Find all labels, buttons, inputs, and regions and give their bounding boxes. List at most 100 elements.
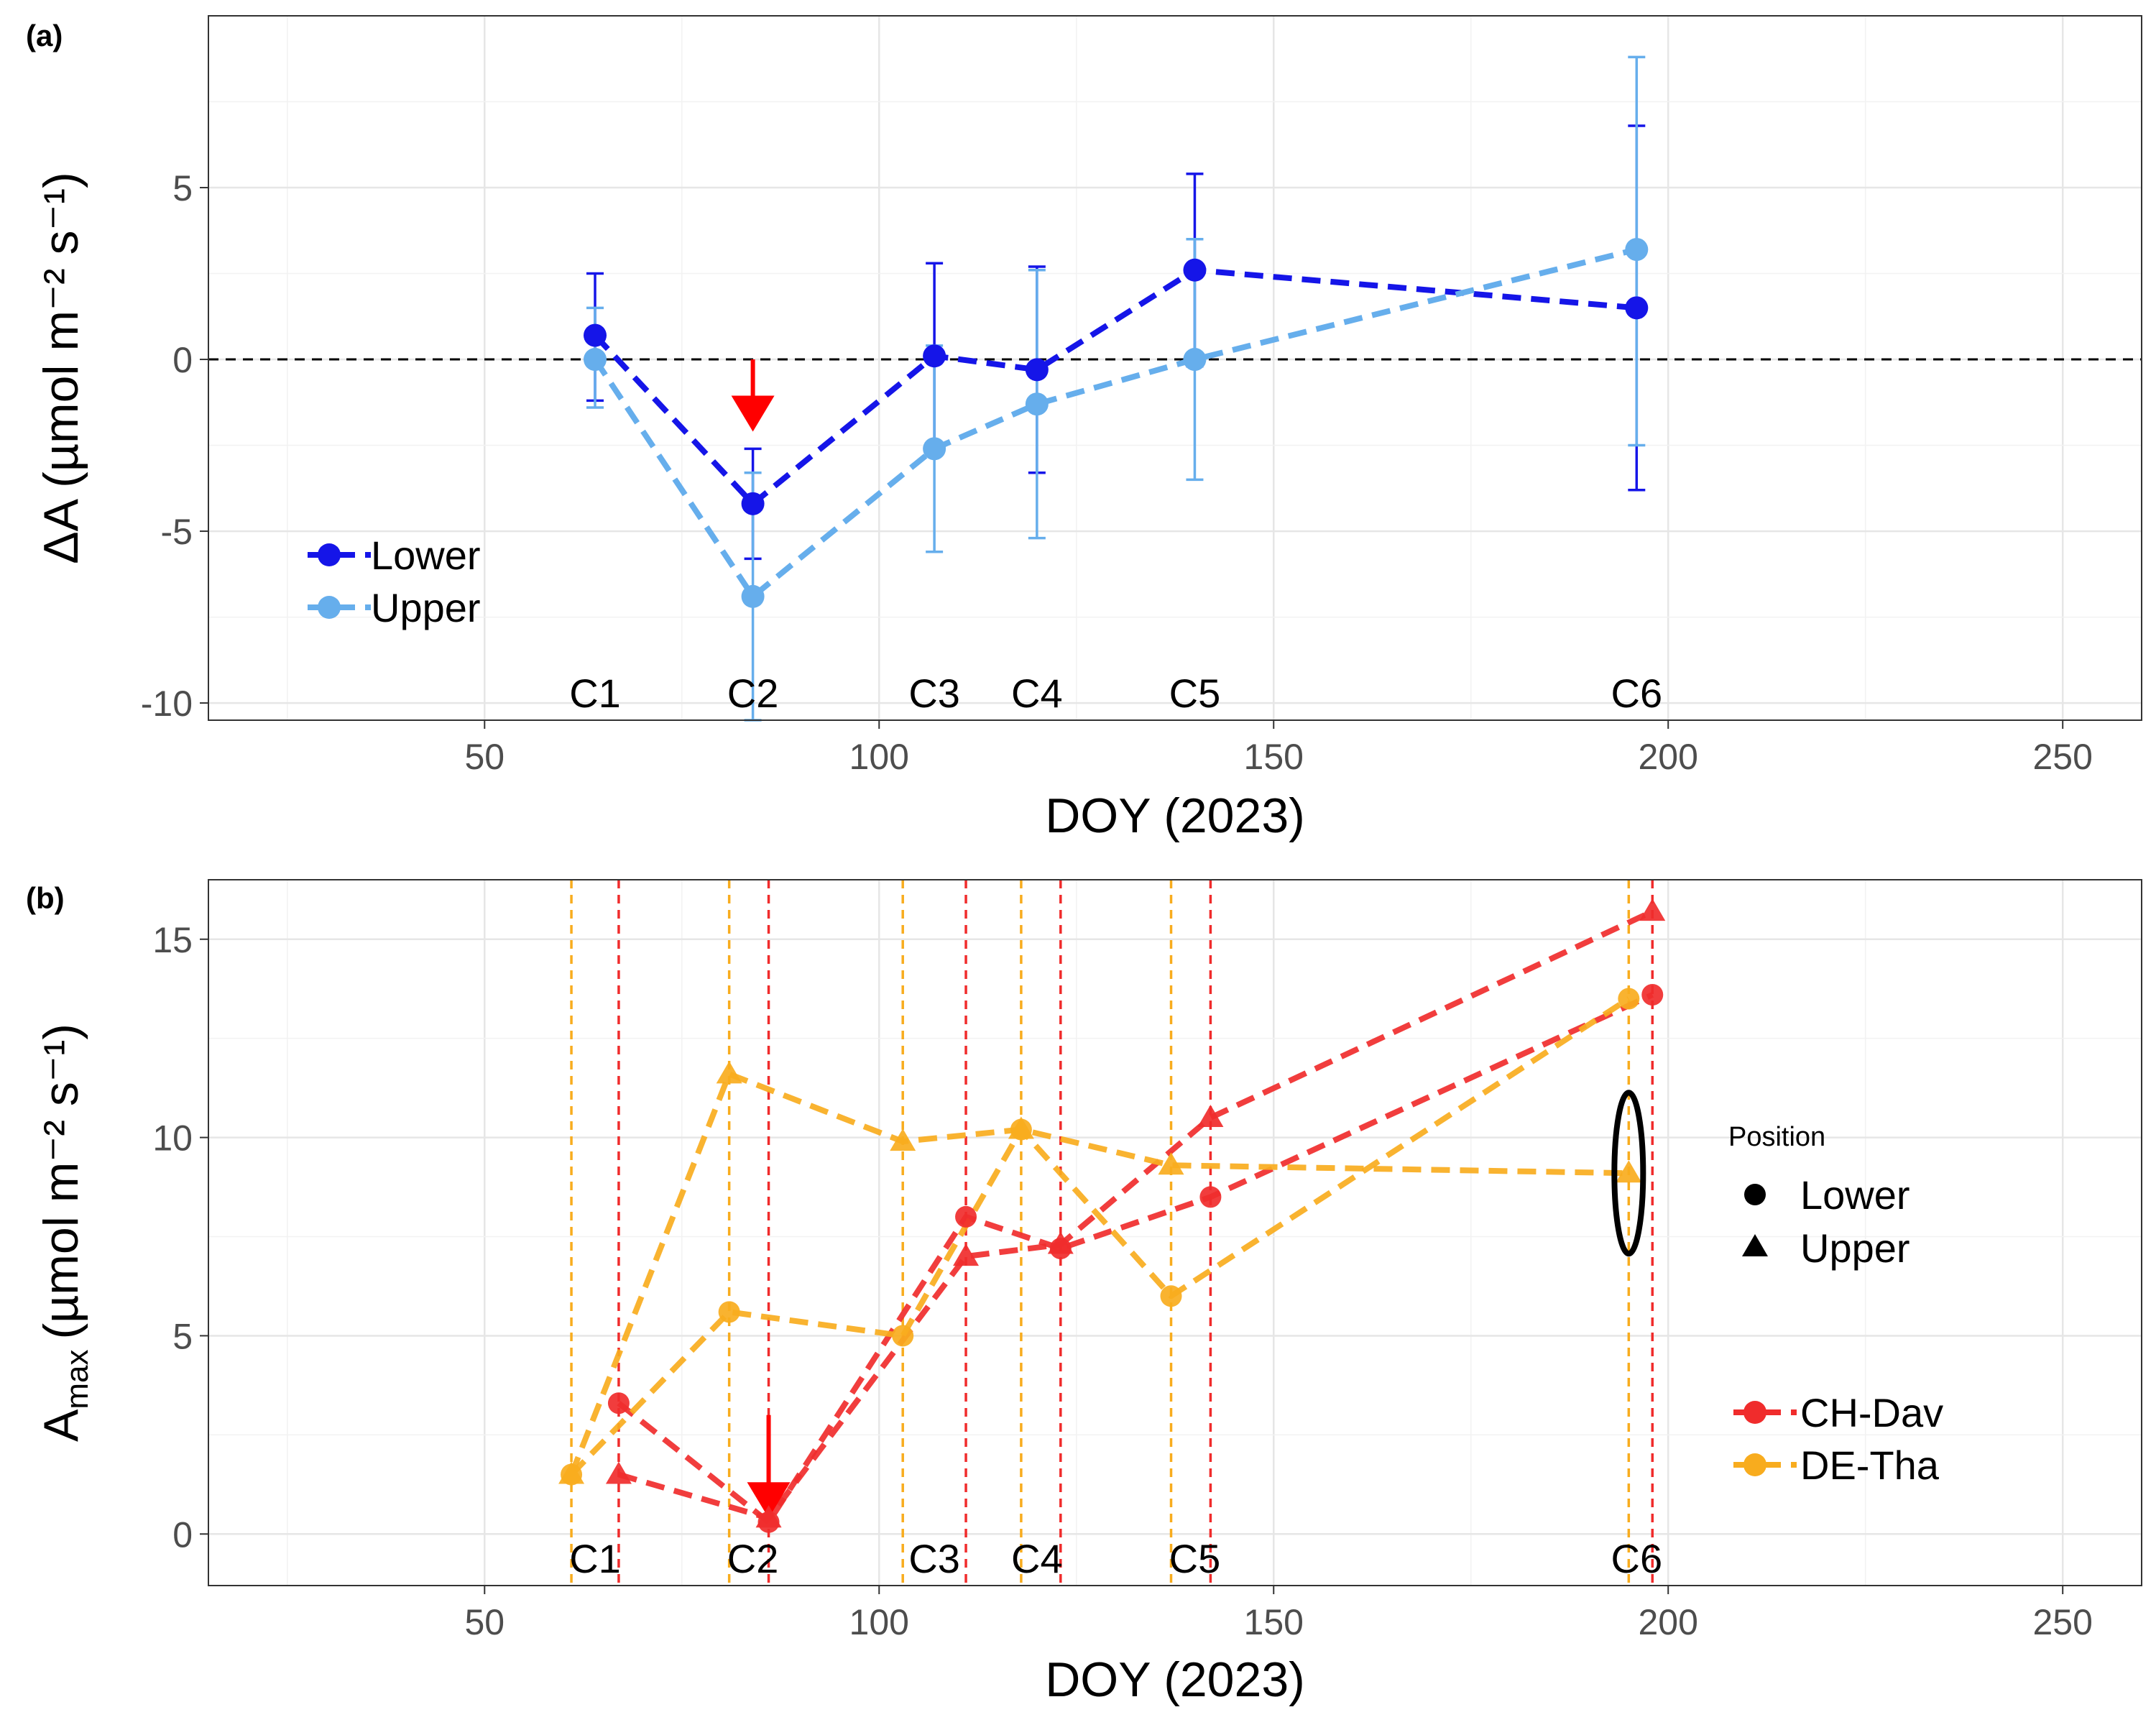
panel-a-campaign-label: C3	[908, 671, 960, 716]
panel-b-y-axis-label: Amax (µmol m⁻² s⁻¹)	[34, 1024, 95, 1442]
point-upper	[923, 437, 946, 461]
panel-a-x-tick-label: 250	[2032, 737, 2092, 777]
panel-b-campaign-label: C6	[1611, 1536, 1663, 1581]
point-de-tha-upper	[1616, 1160, 1642, 1183]
panel-a-x-tick-label: 50	[464, 737, 505, 777]
panel-b-y-tick-label: 5	[172, 1316, 193, 1356]
panel-b-x-tick-label: 150	[1244, 1602, 1304, 1642]
panel-b-border	[208, 879, 2142, 1586]
panel-b-campaign-label: C4	[1011, 1536, 1063, 1581]
panel-a-campaign-label: C5	[1169, 671, 1221, 716]
highlight-ellipse	[1611, 1090, 1646, 1257]
panel-b-x-axis-label: DOY (2023)	[1045, 1652, 1305, 1707]
point-ch-dav-lower	[1199, 1186, 1222, 1208]
panel-b-campaign-label: C2	[727, 1536, 779, 1581]
point-de-tha-upper	[1158, 1152, 1184, 1175]
legend-label-de-tha: DE-Tha	[1800, 1443, 1940, 1488]
panel-a-y-tick-label: 5	[172, 168, 193, 208]
panel-a-points	[584, 238, 1649, 608]
y-label-main: A	[34, 1409, 88, 1442]
panel-b-x-tick-label: 200	[1639, 1602, 1698, 1642]
y-label-sub: max	[60, 1350, 95, 1409]
legend-shape-lower	[1744, 1184, 1766, 1205]
panel-b-position-legend: Position Lower Upper	[1728, 1122, 1910, 1271]
panel-a-ticks: 50 100 150 200 250 -10 -5 0 5	[141, 168, 2093, 777]
panel-a-campaign-label: C4	[1011, 671, 1063, 716]
panel-a-legend: Lower Upper	[308, 533, 481, 630]
panel-b-site-legend: CH-Dav DE-Tha	[1733, 1390, 1943, 1488]
panel-b-campaign-label: C3	[908, 1536, 960, 1581]
point-de-tha-lower	[892, 1325, 914, 1347]
point-lower	[923, 344, 946, 368]
panel-b-label: (b)	[26, 881, 65, 915]
point-de-tha-upper	[890, 1128, 916, 1151]
panel-a-border	[208, 15, 2142, 721]
panel-b-x-tick-label: 100	[849, 1602, 909, 1642]
point-ch-dav-lower	[1641, 983, 1664, 1006]
point-de-tha-upper	[558, 1461, 585, 1484]
panel-b-campaign-label: C5	[1169, 1536, 1221, 1581]
panel-a: (a) C1 C2 C3 C4 C5 C6 50 100 150 200 250 -10 -5 0 5 D…	[26, 15, 2142, 843]
point-ch-dav-upper	[605, 1461, 632, 1484]
panel-a-y-tick-label: 0	[172, 340, 193, 380]
series-line-ch-dav-lower	[617, 992, 1654, 1525]
point-upper	[584, 348, 607, 372]
panel-b-ticks: 50 100 150 200 250 0 5 10 15	[152, 920, 2093, 1642]
panel-b-points	[558, 898, 1666, 1533]
panel-b-y-tick-label: 0	[172, 1514, 193, 1555]
panel-a-grid	[208, 15, 2142, 720]
legend-point-ch-dav	[1743, 1401, 1766, 1424]
panel-b-y-tick-label: 15	[152, 920, 193, 960]
panel-a-series-lines	[592, 247, 1638, 599]
point-lower	[741, 492, 765, 515]
panel-b-y-tick-label: 10	[152, 1118, 193, 1159]
panel-b-highlight-ellipse	[1611, 1090, 1646, 1257]
panel-a-x-tick-label: 150	[1244, 737, 1304, 777]
series-line-upper	[592, 247, 1638, 599]
legend-label-position-lower: Lower	[1800, 1172, 1910, 1218]
panel-b-plot-area	[208, 880, 2142, 1586]
point-de-tha-upper	[1008, 1116, 1034, 1139]
series-line-de-tha-lower	[569, 996, 1631, 1477]
legend-shape-upper	[1742, 1234, 1768, 1256]
panel-a-y-tick-label: -10	[141, 684, 193, 724]
panel-a-x-axis-label: DOY (2023)	[1045, 788, 1305, 843]
panel-b-grid	[208, 880, 2142, 1586]
panel-a-y-tick-label: -5	[161, 512, 193, 552]
panel-b-campaign-label: C1	[569, 1536, 621, 1581]
legend-label-upper: Upper	[371, 585, 481, 630]
point-ch-dav-upper	[1639, 898, 1666, 921]
panel-a-campaign-label: C1	[569, 671, 621, 716]
panel-b-x-tick-label: 250	[2032, 1602, 2092, 1642]
point-de-tha-lower	[1618, 988, 1640, 1010]
point-lower	[1025, 358, 1049, 382]
point-ch-dav-upper	[755, 1505, 782, 1528]
panel-a-x-tick-label: 200	[1639, 737, 1698, 777]
panel-b: (b) C1 C2 C3 C4 C5 C6 50 100 150 200 250 0 5 10 15 DO…	[26, 879, 2142, 1707]
legend-label-ch-dav: CH-Dav	[1800, 1390, 1943, 1435]
point-ch-dav-upper	[1197, 1105, 1224, 1128]
point-lower	[1183, 258, 1207, 282]
panel-a-arrow	[731, 359, 775, 432]
legend-label-lower: Lower	[371, 533, 481, 578]
point-upper	[1025, 392, 1049, 416]
point-ch-dav-lower	[607, 1392, 630, 1414]
point-lower	[584, 323, 607, 347]
panel-a-campaign-label: C2	[727, 671, 779, 716]
legend-point-de-tha	[1743, 1453, 1766, 1476]
point-ch-dav-lower	[955, 1205, 977, 1228]
red-arrow-b-head	[747, 1482, 791, 1519]
panel-a-campaign-label: C6	[1611, 671, 1663, 716]
panel-b-series-lines	[568, 908, 1654, 1525]
point-de-tha-lower	[1160, 1285, 1182, 1307]
panel-a-x-tick-label: 100	[849, 737, 909, 777]
legend-point-upper	[318, 596, 341, 619]
legend-title-position: Position	[1728, 1122, 1825, 1152]
panel-a-campaign-labels: C1 C2 C3 C4 C5 C6	[569, 671, 1662, 716]
point-ch-dav-upper	[953, 1243, 980, 1266]
panel-a-y-axis-label: ΔA (µmol m⁻² s⁻¹)	[34, 172, 88, 564]
panel-b-campaign-labels: C1 C2 C3 C4 C5 C6	[569, 1536, 1662, 1581]
panel-a-plot-area	[208, 16, 2142, 720]
series-line-de-tha-upper	[568, 1071, 1629, 1476]
